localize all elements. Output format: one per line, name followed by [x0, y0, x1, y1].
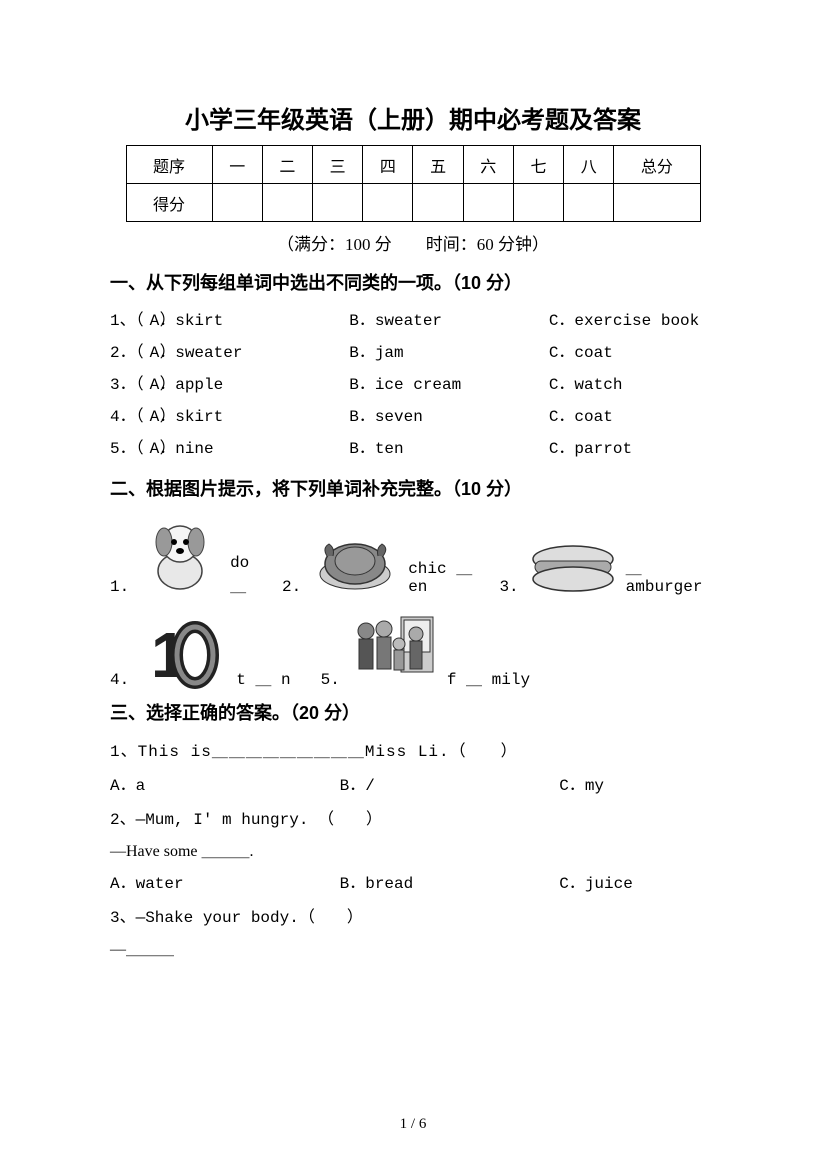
question-row: 1、（ ） A．skirt B．sweater C．exercise book: [110, 305, 716, 337]
exam-page: 小学三年级英语（上册）期中必考题及答案 题序 一 二 三 四 五 六 七 八 总…: [0, 0, 826, 1169]
q-stem: 1、This is＿＿＿＿＿＿＿＿＿Miss Li.（ ）: [110, 735, 716, 769]
q-num: 5.: [321, 671, 340, 689]
q-opt-b: B．ten: [349, 433, 539, 465]
dog-icon: [135, 511, 224, 596]
q-opt-a: A．skirt: [150, 305, 340, 337]
page-footer: 1 / 6: [0, 1116, 826, 1133]
word-blank: f ＿ mily: [447, 665, 530, 689]
q-opt-b: B．jam: [349, 337, 539, 369]
q-num: 2.: [282, 578, 301, 596]
section-2-heading: 二、根据图片提示，将下列单词补充完整。（10 分）: [110, 475, 716, 501]
q-opt-c: C．parrot: [549, 433, 632, 465]
opt-b: B．bread: [340, 867, 550, 901]
col-header: 八: [564, 146, 614, 184]
section-1-body: 1、（ ） A．skirt B．sweater C．exercise book …: [110, 305, 716, 465]
q-num-a: 1、（ ）: [110, 305, 140, 337]
score-cell: [363, 184, 413, 222]
exam-meta: （满分：100 分 时间：60 分钟）: [110, 230, 716, 255]
row-label: 题序: [126, 146, 212, 184]
col-header: 一: [212, 146, 262, 184]
score-cell: [262, 184, 312, 222]
q-opt-b: B．sweater: [349, 305, 539, 337]
q-num-a: 2．（ ）: [110, 337, 140, 369]
score-cell: [564, 184, 614, 222]
score-cell: [614, 184, 700, 222]
score-cell: [413, 184, 463, 222]
q-options: A．a B．/ C．my: [110, 769, 716, 803]
score-table: 题序 一 二 三 四 五 六 七 八 总分 得分: [126, 145, 701, 222]
q-stem: 2、—Mum, I' m hungry. （ ）: [110, 803, 716, 837]
question-row: 2．（ ） A．sweater B．jam C．coat: [110, 337, 716, 369]
score-cell: [212, 184, 262, 222]
question-row: 3．（ ） A．apple B．ice cream C．watch: [110, 369, 716, 401]
q-num-a: 4．（ ）: [110, 401, 140, 433]
list-item: 4. 1 t ＿ n: [110, 604, 291, 689]
q-num: 3.: [499, 578, 518, 596]
word-blank: ＿ amburger: [626, 554, 716, 596]
family-icon: [346, 604, 441, 689]
q-opt-b: B．seven: [349, 401, 539, 433]
table-row: 得分: [126, 184, 700, 222]
row-label: 得分: [126, 184, 212, 222]
word-blank: t ＿ n: [236, 665, 290, 689]
table-row: 题序 一 二 三 四 五 六 七 八 总分: [126, 146, 700, 184]
col-header: 三: [313, 146, 363, 184]
score-cell: [313, 184, 363, 222]
col-header: 五: [413, 146, 463, 184]
total-label: 总分: [614, 146, 700, 184]
col-header: 二: [262, 146, 312, 184]
word-blank: do ＿: [230, 554, 272, 596]
q-opt-c: C．coat: [549, 337, 613, 369]
q-num: 1.: [110, 578, 129, 596]
opt-b: B．/: [340, 769, 550, 803]
opt-c: C．juice: [559, 867, 633, 901]
question-row: 4．（ ） A．skirt B．seven C．coat: [110, 401, 716, 433]
list-item: 3. ＿ amburger: [499, 511, 716, 596]
number-ten-icon: 1: [135, 604, 230, 689]
list-item: 1. do ＿: [110, 511, 272, 596]
opt-c: C．my: [559, 769, 604, 803]
col-header: 四: [363, 146, 413, 184]
chicken-icon: [307, 511, 402, 596]
col-header: 七: [513, 146, 563, 184]
word-blank: chic ＿ en: [408, 554, 489, 596]
score-cell: [513, 184, 563, 222]
q-opt-b: B．ice cream: [349, 369, 539, 401]
q-opt-c: C．coat: [549, 401, 613, 433]
opt-a: A．a: [110, 769, 330, 803]
q-reply: —＿＿＿: [110, 935, 716, 965]
q-opt-c: C．exercise book: [549, 305, 699, 337]
hamburger-icon: [525, 511, 620, 596]
score-cell: [463, 184, 513, 222]
col-header: 六: [463, 146, 513, 184]
q-num: 4.: [110, 671, 129, 689]
list-item: 2. chic ＿ en: [282, 511, 489, 596]
q-num-a: 3．（ ）: [110, 369, 140, 401]
page-title: 小学三年级英语（上册）期中必考题及答案: [110, 100, 716, 135]
question-row: 5．（ ） A．nine B．ten C．parrot: [110, 433, 716, 465]
section-2-row: 1. do ＿ 2.: [110, 511, 716, 596]
section-3-heading: 三、选择正确的答案。（20 分）: [110, 699, 716, 725]
q-num-a: 5．（ ）: [110, 433, 140, 465]
section-2-row: 4. 1 t ＿ n 5.: [110, 604, 716, 689]
q-options: A．water B．bread C．juice: [110, 867, 716, 901]
list-item: 5. f ＿ mily: [321, 604, 530, 689]
opt-a: A．water: [110, 867, 330, 901]
q-opt-c: C．watch: [549, 369, 623, 401]
q-stem: 3、—Shake your body.（ ）: [110, 901, 716, 935]
section-1-heading: 一、从下列每组单词中选出不同类的一项。（10 分）: [110, 269, 716, 295]
q-reply: —Have some ＿＿＿.: [110, 837, 716, 867]
